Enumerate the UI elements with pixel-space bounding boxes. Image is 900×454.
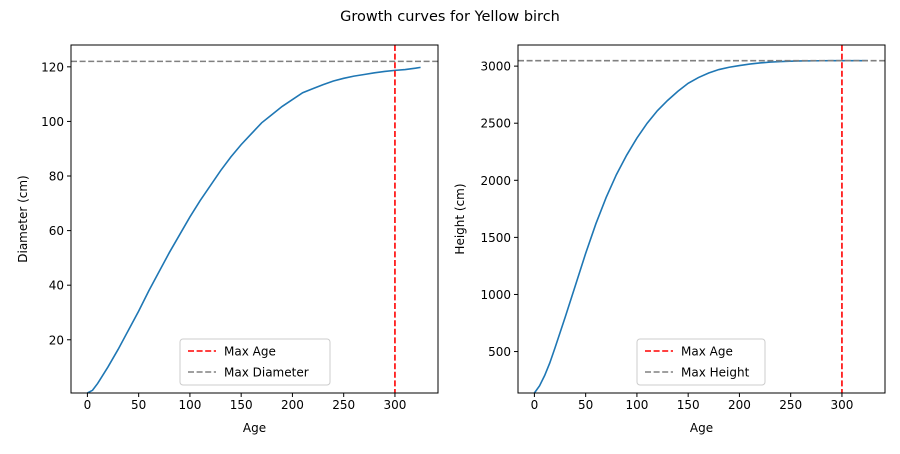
x-axis-label: Age (690, 421, 713, 435)
x-tick-label: 200 (728, 398, 751, 412)
legend-box (636, 338, 766, 386)
series-line-1 (87, 66, 421, 393)
x-tick-label: 100 (178, 398, 201, 412)
y-axis-label: Diameter (cm) (16, 175, 30, 263)
legend: Max Age Max Diameter (179, 338, 331, 386)
x-tick-label: 300 (830, 398, 853, 412)
y-tick-label: 100 (41, 115, 64, 129)
figure-title: Growth curves for Yellow birch (340, 9, 560, 25)
plot-area (71, 45, 438, 393)
x-tick-label: 200 (281, 398, 304, 412)
plot-area (518, 45, 885, 393)
legend-label: Max Height (681, 366, 750, 380)
legend-label: Max Diameter (224, 366, 309, 380)
legend-box (179, 338, 331, 386)
chart-panel-2: 0 50 100 150 200 250 300 500 1000 1500 2000 2500 300… (453, 44, 886, 435)
y-tick-label: 20 (49, 333, 64, 347)
plot-frame (70, 44, 439, 394)
x-tick-label: 50 (578, 398, 593, 412)
y-tick-label: 3000 (480, 60, 511, 74)
x-tick-label: 150 (677, 398, 700, 412)
legend-label: Max Age (224, 345, 276, 359)
plot-frame (517, 44, 886, 394)
y-axis-label: Height (cm) (453, 183, 467, 254)
x-tick-label: 100 (625, 398, 648, 412)
x-axis-label: Age (243, 421, 266, 435)
y-tick-label: 2500 (480, 117, 511, 131)
y-tick-label: 120 (41, 60, 64, 74)
x-tick-label: 250 (779, 398, 802, 412)
x-tick-label: 50 (131, 398, 146, 412)
x-tick-label: 250 (332, 398, 355, 412)
legend-label: Max Age (681, 345, 733, 359)
x-tick-label: 0 (84, 398, 92, 412)
chart-panel-1: 0 50 100 150 200 250 300 20 40 60 80 100 120 Age Diame… (16, 44, 439, 435)
y-tick-label: 1000 (480, 288, 511, 302)
legend: Max Age Max Height (636, 338, 766, 386)
y-tick-label: 2000 (480, 174, 511, 188)
y-tick-label: 60 (49, 224, 64, 238)
x-tick-label: 300 (383, 398, 406, 412)
x-tick-label: 150 (230, 398, 253, 412)
y-tick-label: 40 (49, 279, 64, 293)
x-tick-label: 0 (531, 398, 539, 412)
y-tick-label: 80 (49, 170, 64, 184)
y-tick-label: 1500 (480, 231, 511, 245)
y-tick-label: 500 (488, 345, 511, 359)
